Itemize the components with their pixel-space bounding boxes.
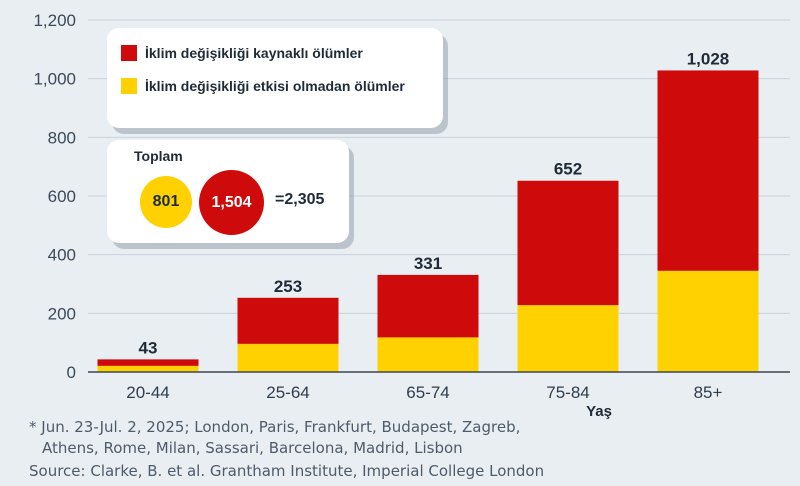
legend-swatch-red (121, 45, 137, 61)
legend-panel: İklim değişikliği kaynaklı ölümler İklim… (107, 28, 443, 128)
bar-segment-climate (237, 297, 339, 344)
legend-label: İklim değişikliği kaynaklı ölümler (145, 45, 363, 61)
legend-label: İklim değişikliği etkisi olmadan ölümler (145, 78, 405, 94)
x-tick-label: 20-44 (126, 383, 169, 402)
x-tick-label: 65-74 (406, 383, 449, 402)
bar-segment-climate (97, 359, 199, 366)
bar-total-labels: 43 253 331 652 1,028 (139, 49, 730, 357)
legend-item-no-climate: İklim değişikliği etkisi olmadan ölümler (121, 78, 405, 94)
bar-segment-climate (517, 180, 619, 306)
x-tick-label: 85+ (694, 383, 723, 402)
y-tick-label: 1,200 (33, 11, 76, 30)
y-axis-ticks: 0 200 400 600 800 1,000 1,200 (33, 11, 76, 382)
x-axis-title: Yaş (586, 403, 612, 420)
y-tick-label: 800 (48, 128, 76, 147)
bar-segment-no-climate (237, 343, 339, 372)
bars (97, 70, 759, 372)
legend-swatch-yellow (121, 78, 137, 94)
footnote-period: * Jun. 23-Jul. 2, 2025; London, Paris, F… (29, 418, 521, 436)
bar-total-label: 652 (554, 160, 582, 179)
bar-segment-no-climate (657, 270, 759, 372)
bar-total-label: 331 (414, 254, 442, 273)
source-note: Source: Clarke, B. et al. Grantham Insti… (29, 462, 545, 480)
red-total-circle: 1,504 (199, 170, 264, 235)
y-tick-label: 0 (67, 363, 76, 382)
bar-total-label: 1,028 (687, 49, 730, 68)
y-tick-label: 200 (48, 304, 76, 323)
bar-total-label: 43 (139, 338, 158, 357)
total-panel: Toplam 801 1,504 =2,305 (107, 140, 349, 243)
x-axis-labels: 20-44 25-64 65-74 75-84 85+ (126, 383, 722, 402)
grand-total: =2,305 (275, 191, 325, 208)
bar-segment-no-climate (517, 305, 619, 372)
bar-total-label: 253 (274, 277, 302, 296)
bar-segment-climate (377, 274, 479, 338)
bar-segment-climate (657, 70, 759, 271)
footnote-cities: Athens, Rome, Milan, Sassari, Barcelona,… (42, 439, 463, 457)
y-tick-label: 1,000 (33, 70, 76, 89)
legend-item-climate: İklim değişikliği kaynaklı ölümler (121, 45, 363, 61)
y-tick-label: 600 (48, 187, 76, 206)
x-tick-label: 75-84 (546, 383, 589, 402)
total-title: Toplam (134, 148, 183, 164)
y-tick-label: 400 (48, 246, 76, 265)
bar-segment-no-climate (97, 365, 199, 372)
yellow-total-circle: 801 (140, 176, 192, 228)
x-tick-label: 25-64 (266, 383, 309, 402)
bar-segment-no-climate (377, 337, 479, 372)
